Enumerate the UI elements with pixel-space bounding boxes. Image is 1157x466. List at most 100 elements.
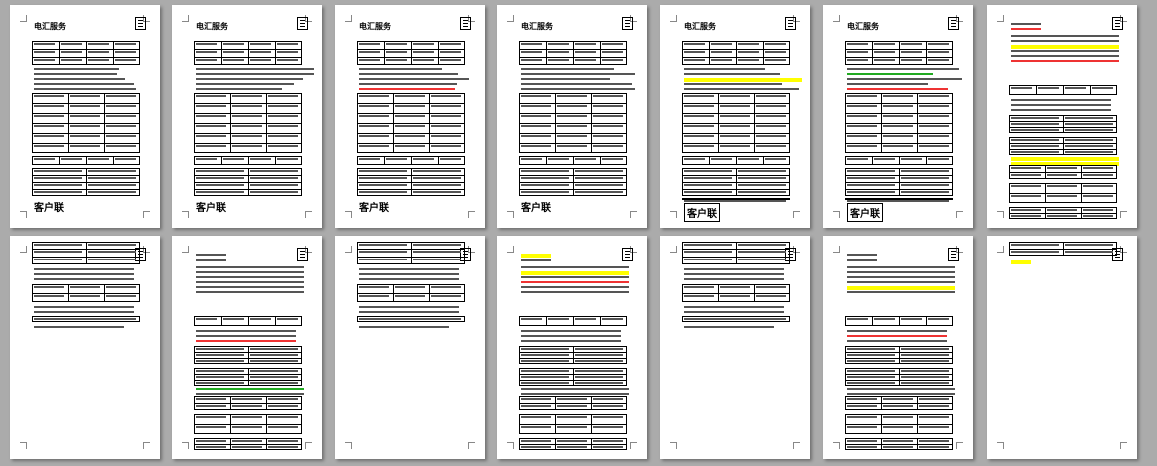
cell-text [359,105,389,107]
cell-text [196,95,226,97]
cell-text [738,177,786,179]
text-line [196,286,304,288]
cell-text [395,125,425,127]
cell-text [521,125,551,127]
cell-text [901,376,949,378]
cell-text [720,286,750,288]
cell-text [106,286,136,288]
table-rule [32,133,140,134]
cell-text [1065,244,1113,246]
cell-text [268,145,298,147]
cell-text [88,170,136,172]
page-thumbnail[interactable] [10,236,160,459]
cell-text [874,59,895,61]
cell-text [232,115,262,117]
cell-text [711,43,732,45]
cell-text [919,398,949,400]
crop-mark [143,246,150,253]
cell-text [115,158,136,160]
text-line [684,311,784,313]
crop-mark [793,246,800,253]
cell-text [738,191,786,193]
cell-text [395,115,425,117]
cell-text [847,200,949,202]
crop-mark [670,211,677,218]
page-thumbnail[interactable] [335,236,485,459]
page-thumbnail[interactable]: 电汇服务 客户联 [10,5,160,228]
cell-text [738,170,786,172]
table-rule [682,293,790,294]
cell-text [359,295,389,297]
cell-text [431,115,461,117]
crop-mark [1120,246,1127,253]
crop-mark [793,15,800,22]
cell-text [847,318,868,320]
cell-text [756,135,786,137]
cell-text [268,416,298,418]
table-rule [275,316,276,326]
cell-text [684,184,732,186]
cell-text [593,135,623,137]
page-thumbnail[interactable]: 电汇服务 客户联 [660,5,810,228]
cell-text [521,426,551,428]
cell-text [557,398,587,400]
text-line [847,335,947,337]
cell-text [684,115,714,117]
cell-text [268,135,298,137]
page-thumbnail[interactable] [987,236,1137,459]
cell-text [557,440,587,442]
cell-text [431,135,461,137]
text-line [196,259,226,261]
text-line [34,88,137,90]
table-rule [845,103,953,104]
cell-text [575,177,623,179]
cell-text [34,318,136,320]
cell-text [1011,87,1032,89]
cell-text [928,43,949,45]
cell-text [847,376,895,378]
crop-mark [182,246,189,253]
cell-text [593,115,623,117]
page-thumbnail[interactable] [660,236,810,459]
table-rule [718,284,719,302]
cell-text [756,145,786,147]
table-rule [248,368,249,386]
cell-text [250,43,271,45]
crop-mark [670,442,677,449]
cell-text [883,446,913,448]
cell-text [883,95,913,97]
text-line [359,273,459,275]
page-thumbnail[interactable]: 电汇服务 客户联 [823,5,973,228]
table-rule [357,123,465,124]
cell-text [847,177,895,179]
text-line [196,340,296,342]
cell-text [720,125,750,127]
page-thumbnail[interactable] [987,5,1137,228]
cell-text [575,370,623,372]
page-thumbnail[interactable]: 电汇服务 客户联 [497,5,647,228]
text-line [1011,55,1119,57]
page-thumbnail[interactable]: 电汇服务 客户联 [172,5,322,228]
text-line [359,73,458,75]
cell-text [847,145,877,147]
page-thumbnail[interactable]: 电汇服务 客户联 [335,5,485,228]
cell-text [115,59,136,61]
cell-text [232,135,262,137]
page-thumbnail[interactable] [497,236,647,459]
cell-text [684,43,705,45]
crop-mark [956,211,963,218]
cell-text [359,244,407,246]
cell-text [196,416,226,418]
page-thumbnail[interactable] [172,236,322,459]
text-line [1011,45,1119,49]
cell-text [1011,139,1059,141]
cell-text [575,184,623,186]
table-rule [32,123,140,124]
cell-text [521,318,542,320]
cell-text [431,295,461,297]
cell-text [359,318,461,320]
page-thumbnail[interactable] [823,236,973,459]
cell-text [1047,185,1077,187]
table-rule [555,414,556,434]
table-rule [600,316,601,326]
